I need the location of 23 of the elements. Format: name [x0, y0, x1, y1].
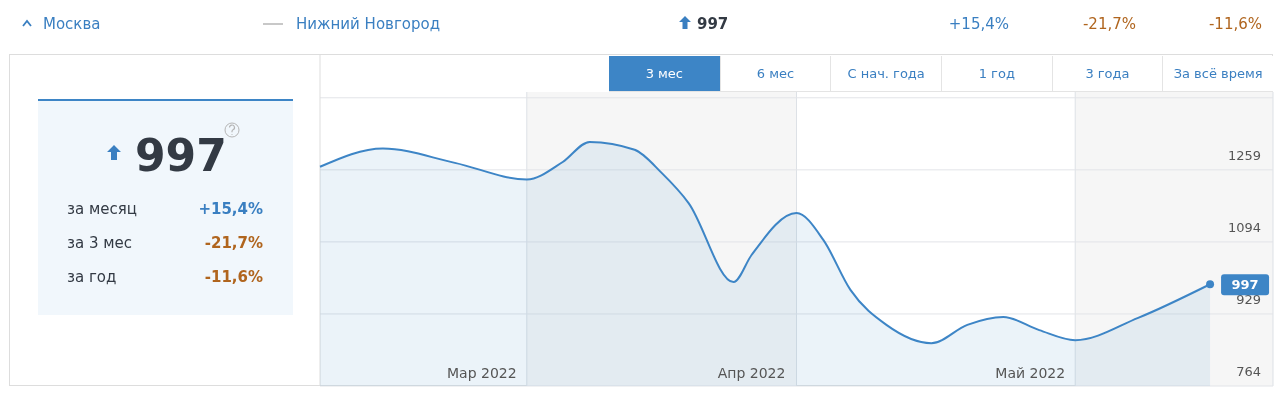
- text: Нижний Новгород: [296, 15, 441, 33]
- text: 997: [135, 130, 227, 181]
- y-tick-label: 929: [1236, 291, 1261, 307]
- y-tick-label: 764: [1236, 364, 1261, 379]
- text: -11,6%: [204, 268, 263, 286]
- tab-button[interactable]: За всё время: [1162, 56, 1273, 91]
- text: Москва: [43, 15, 101, 33]
- x-tick-label: Апр 2022: [717, 365, 786, 381]
- text: за год: [67, 268, 117, 286]
- y-tick-label: 1259: [1227, 147, 1261, 163]
- y-tick-label: 1094: [1227, 219, 1261, 235]
- x-tick-label: Май 2022: [995, 365, 1066, 381]
- text: -11,6%: [1208, 15, 1262, 33]
- text: +15,4%: [948, 15, 1009, 33]
- text: +15,4%: [198, 200, 263, 218]
- text: за 3 мес: [67, 234, 133, 252]
- annotation: 997: [1231, 277, 1259, 293]
- text: за месяц: [67, 200, 137, 218]
- text: 997: [697, 15, 729, 33]
- text: -21,7%: [1082, 15, 1136, 33]
- x-tick-label: Мар 2022: [447, 365, 517, 381]
- tab-button[interactable]: 3 мес: [609, 56, 720, 91]
- text: -21,7%: [204, 234, 263, 252]
